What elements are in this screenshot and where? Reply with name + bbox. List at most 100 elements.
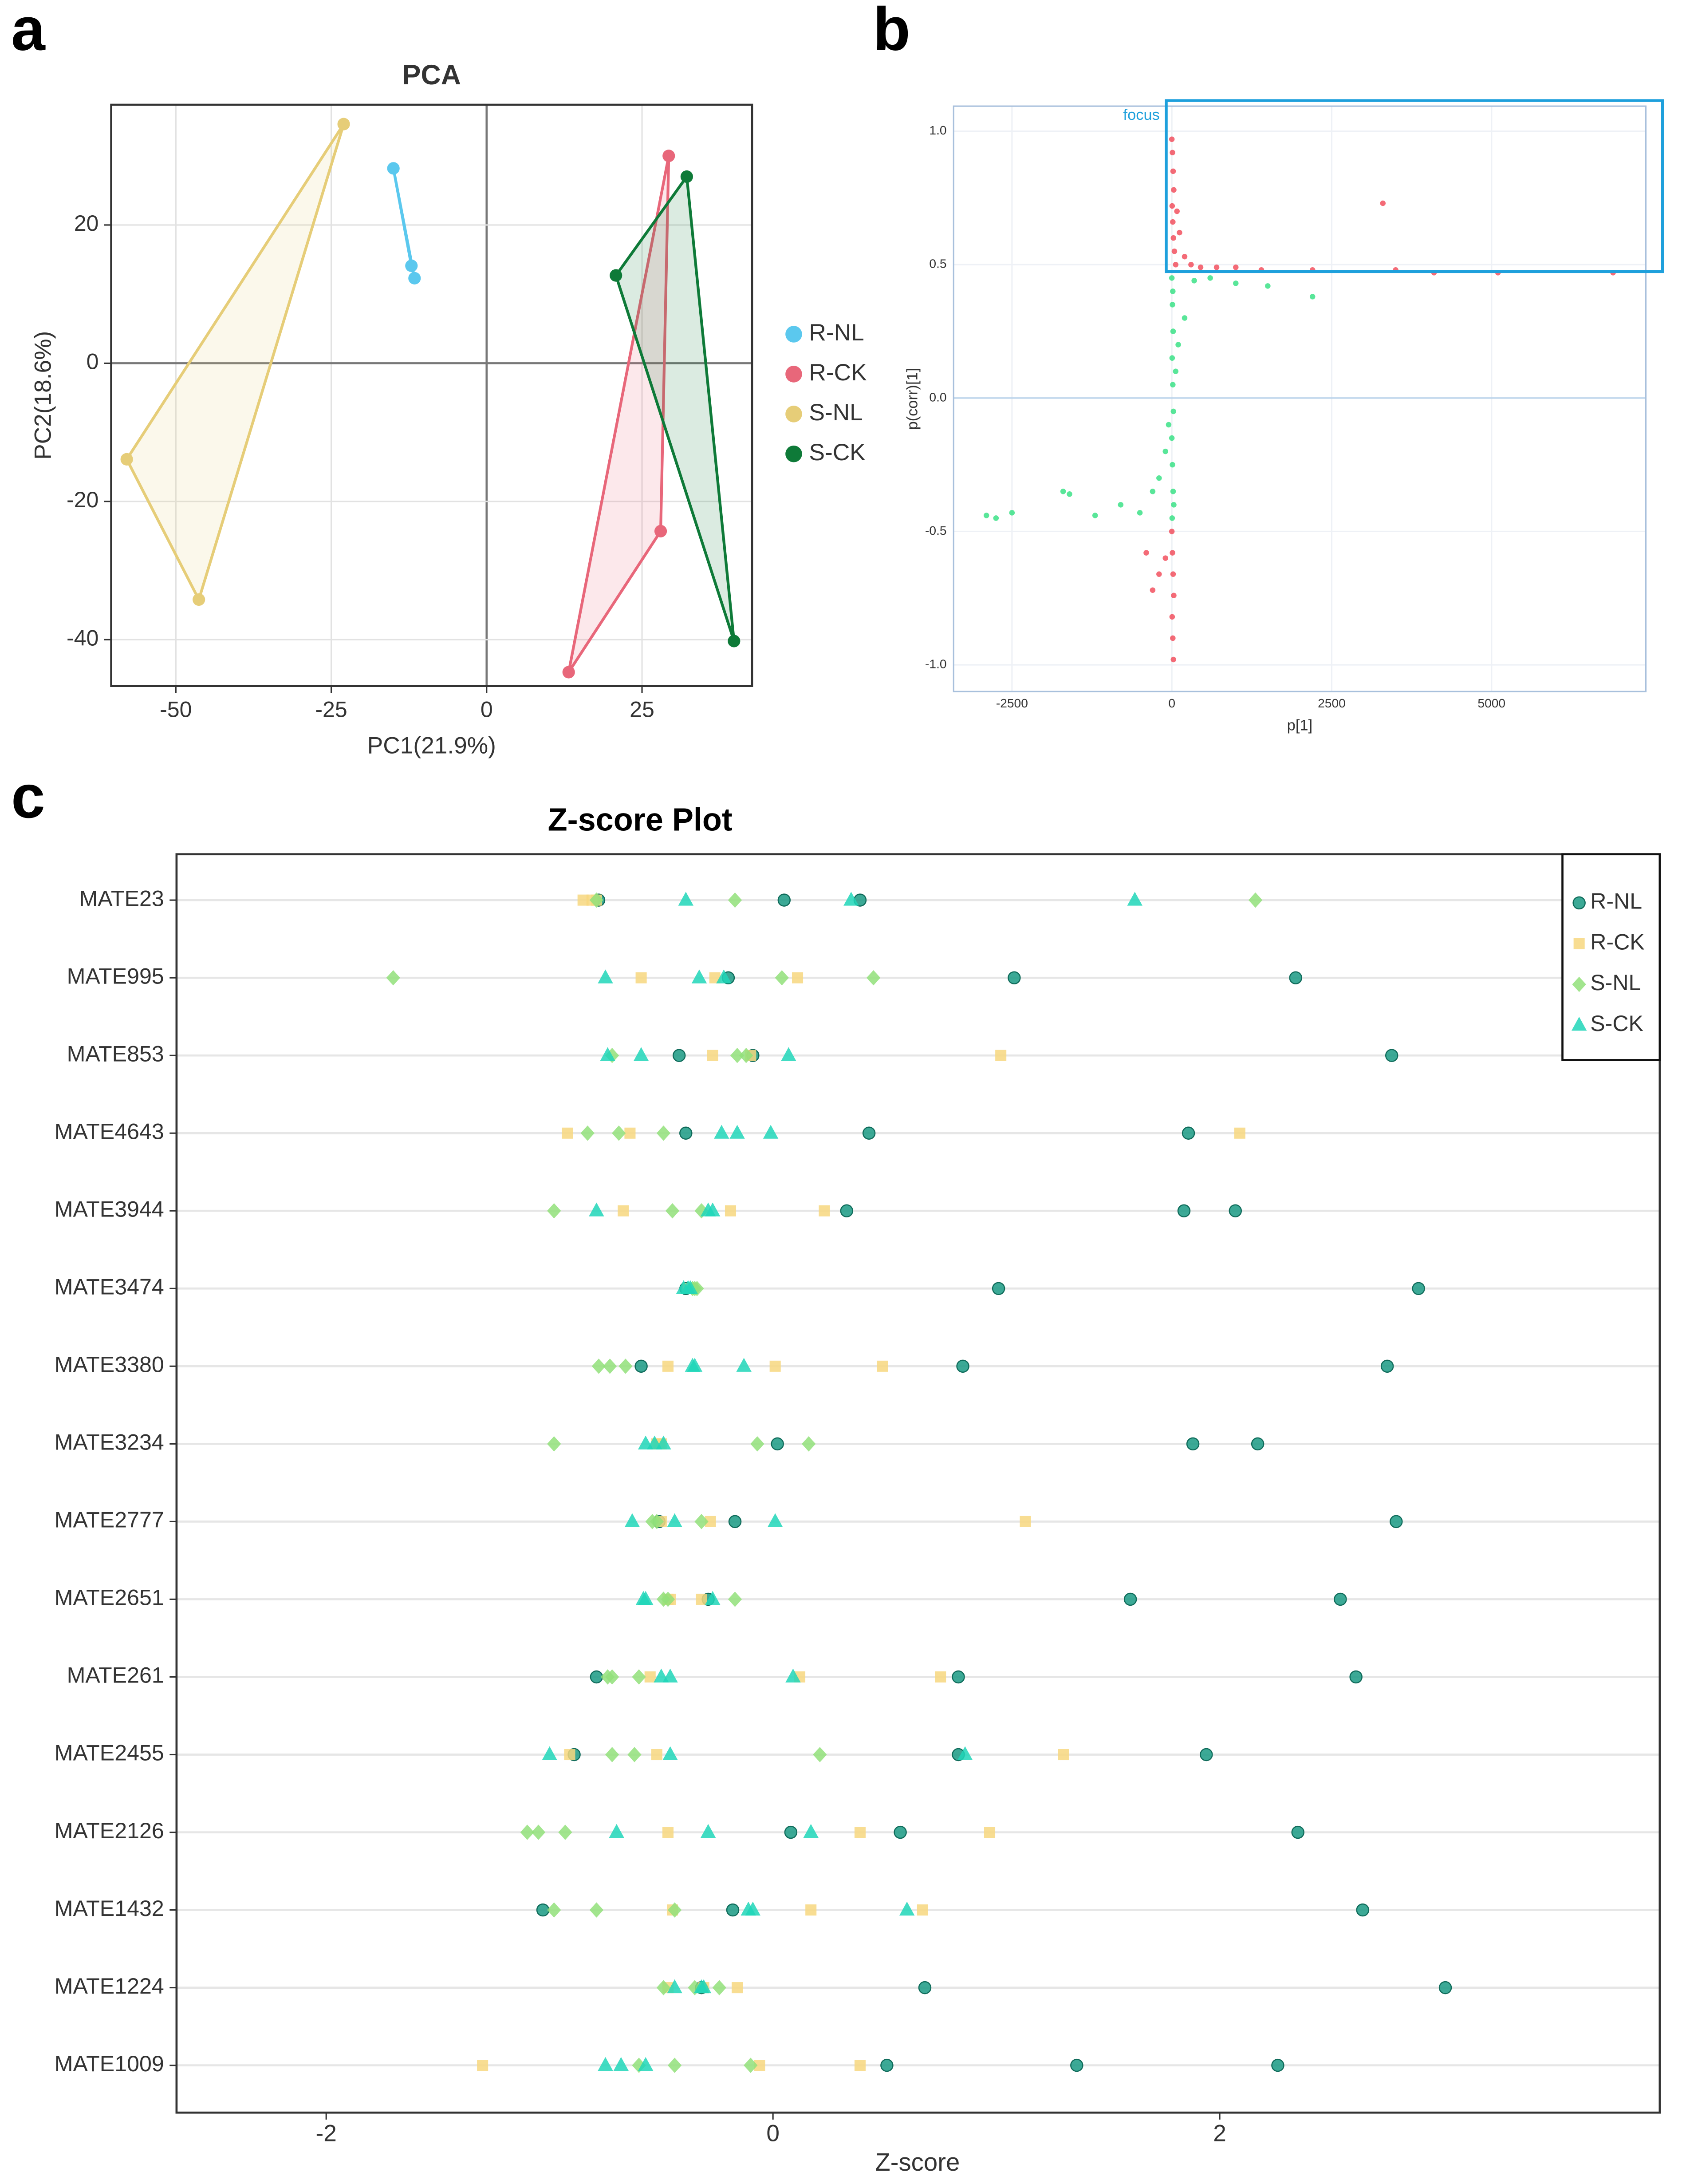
point	[1177, 1204, 1191, 1217]
point	[1248, 892, 1263, 908]
point	[1412, 1282, 1425, 1295]
point	[408, 272, 421, 284]
y-tick-label: MATE995	[67, 964, 164, 988]
point	[1197, 265, 1204, 270]
point	[1170, 150, 1175, 156]
point	[1150, 489, 1156, 494]
point	[624, 1127, 636, 1139]
point	[1170, 408, 1177, 415]
point	[1188, 262, 1194, 268]
legend-label: S-NL	[1590, 970, 1641, 995]
point	[665, 1203, 680, 1219]
group-hull	[567, 155, 670, 673]
point	[612, 1126, 626, 1141]
point	[1289, 971, 1302, 984]
point	[1356, 1903, 1369, 1917]
point	[1067, 491, 1072, 497]
point	[1169, 529, 1175, 534]
point	[771, 1437, 784, 1451]
point	[667, 2058, 682, 2073]
point	[547, 1436, 561, 1452]
point	[712, 1980, 726, 1995]
y-tick-label: -20	[67, 487, 98, 512]
legend-label: R-NL	[1590, 889, 1642, 914]
legend-label: R-NL	[809, 320, 864, 346]
y-tick-label: -0.5	[925, 523, 947, 537]
point	[1291, 1825, 1304, 1839]
point	[750, 1436, 764, 1452]
point	[405, 259, 418, 272]
x-tick-label: 25	[630, 697, 654, 722]
legend-marker	[785, 326, 802, 343]
legend-label: S-NL	[809, 399, 863, 426]
point	[745, 1901, 761, 1916]
point	[725, 1205, 737, 1216]
point	[1191, 278, 1197, 284]
point	[644, 1671, 656, 1683]
y-tick-label: 0.5	[929, 257, 946, 271]
point	[1233, 265, 1239, 270]
point	[728, 892, 742, 908]
point	[387, 162, 400, 175]
point	[656, 1435, 671, 1449]
point	[899, 1901, 915, 1916]
legend-label: R-CK	[809, 359, 867, 386]
point	[1175, 342, 1181, 348]
point	[120, 453, 133, 466]
point	[880, 2058, 894, 2072]
point	[1438, 1981, 1452, 1994]
point	[1170, 302, 1175, 308]
x-axis-label: Z-score	[875, 2148, 960, 2176]
point	[1170, 656, 1177, 663]
point	[803, 1824, 819, 1838]
point	[662, 1360, 674, 1372]
plot-frame	[953, 105, 1647, 692]
point	[1170, 235, 1177, 241]
point	[805, 1904, 817, 1916]
y-tick-label: MATE2777	[55, 1508, 164, 1532]
point	[1166, 422, 1172, 428]
point	[1170, 571, 1176, 577]
y-tick-label: MATE2126	[55, 1818, 164, 1843]
point	[386, 970, 400, 986]
legend-label: S-CK	[1590, 1011, 1643, 1036]
y-axis-label: PC2(18.6%)	[30, 331, 56, 460]
x-axis-label: PC1(21.9%)	[367, 733, 496, 759]
point	[843, 892, 859, 906]
point	[562, 1127, 573, 1139]
panel-label: c	[11, 762, 45, 831]
point	[613, 2057, 629, 2071]
point	[813, 1747, 827, 1762]
point	[547, 1902, 561, 1918]
point	[1390, 1515, 1403, 1528]
point	[1170, 168, 1176, 174]
point	[894, 1825, 907, 1839]
point	[1233, 280, 1239, 286]
y-tick-label: MATE1009	[55, 2051, 164, 2076]
point	[618, 1359, 633, 1374]
legend-label: S-CK	[809, 439, 865, 466]
y-tick-label: MATE853	[67, 1041, 164, 1066]
legend-marker	[1573, 938, 1585, 949]
point	[983, 513, 989, 518]
legend-label: R-CK	[1590, 929, 1644, 954]
point	[1265, 283, 1271, 289]
y-tick-label: MATE3944	[55, 1197, 164, 1222]
point	[705, 1202, 721, 1216]
point	[952, 1670, 965, 1684]
point	[603, 1359, 617, 1374]
point	[682, 1280, 698, 1294]
point	[1234, 1127, 1245, 1139]
point	[729, 1125, 745, 1139]
x-tick-label: 2	[1213, 2120, 1226, 2146]
point	[687, 1358, 703, 1372]
point	[542, 1746, 557, 1761]
point	[1171, 592, 1177, 599]
point	[767, 1513, 783, 1527]
point	[1170, 635, 1176, 641]
y-tick-label: MATE3380	[55, 1352, 164, 1377]
point	[662, 150, 675, 162]
point	[792, 972, 804, 983]
point	[651, 1749, 662, 1761]
